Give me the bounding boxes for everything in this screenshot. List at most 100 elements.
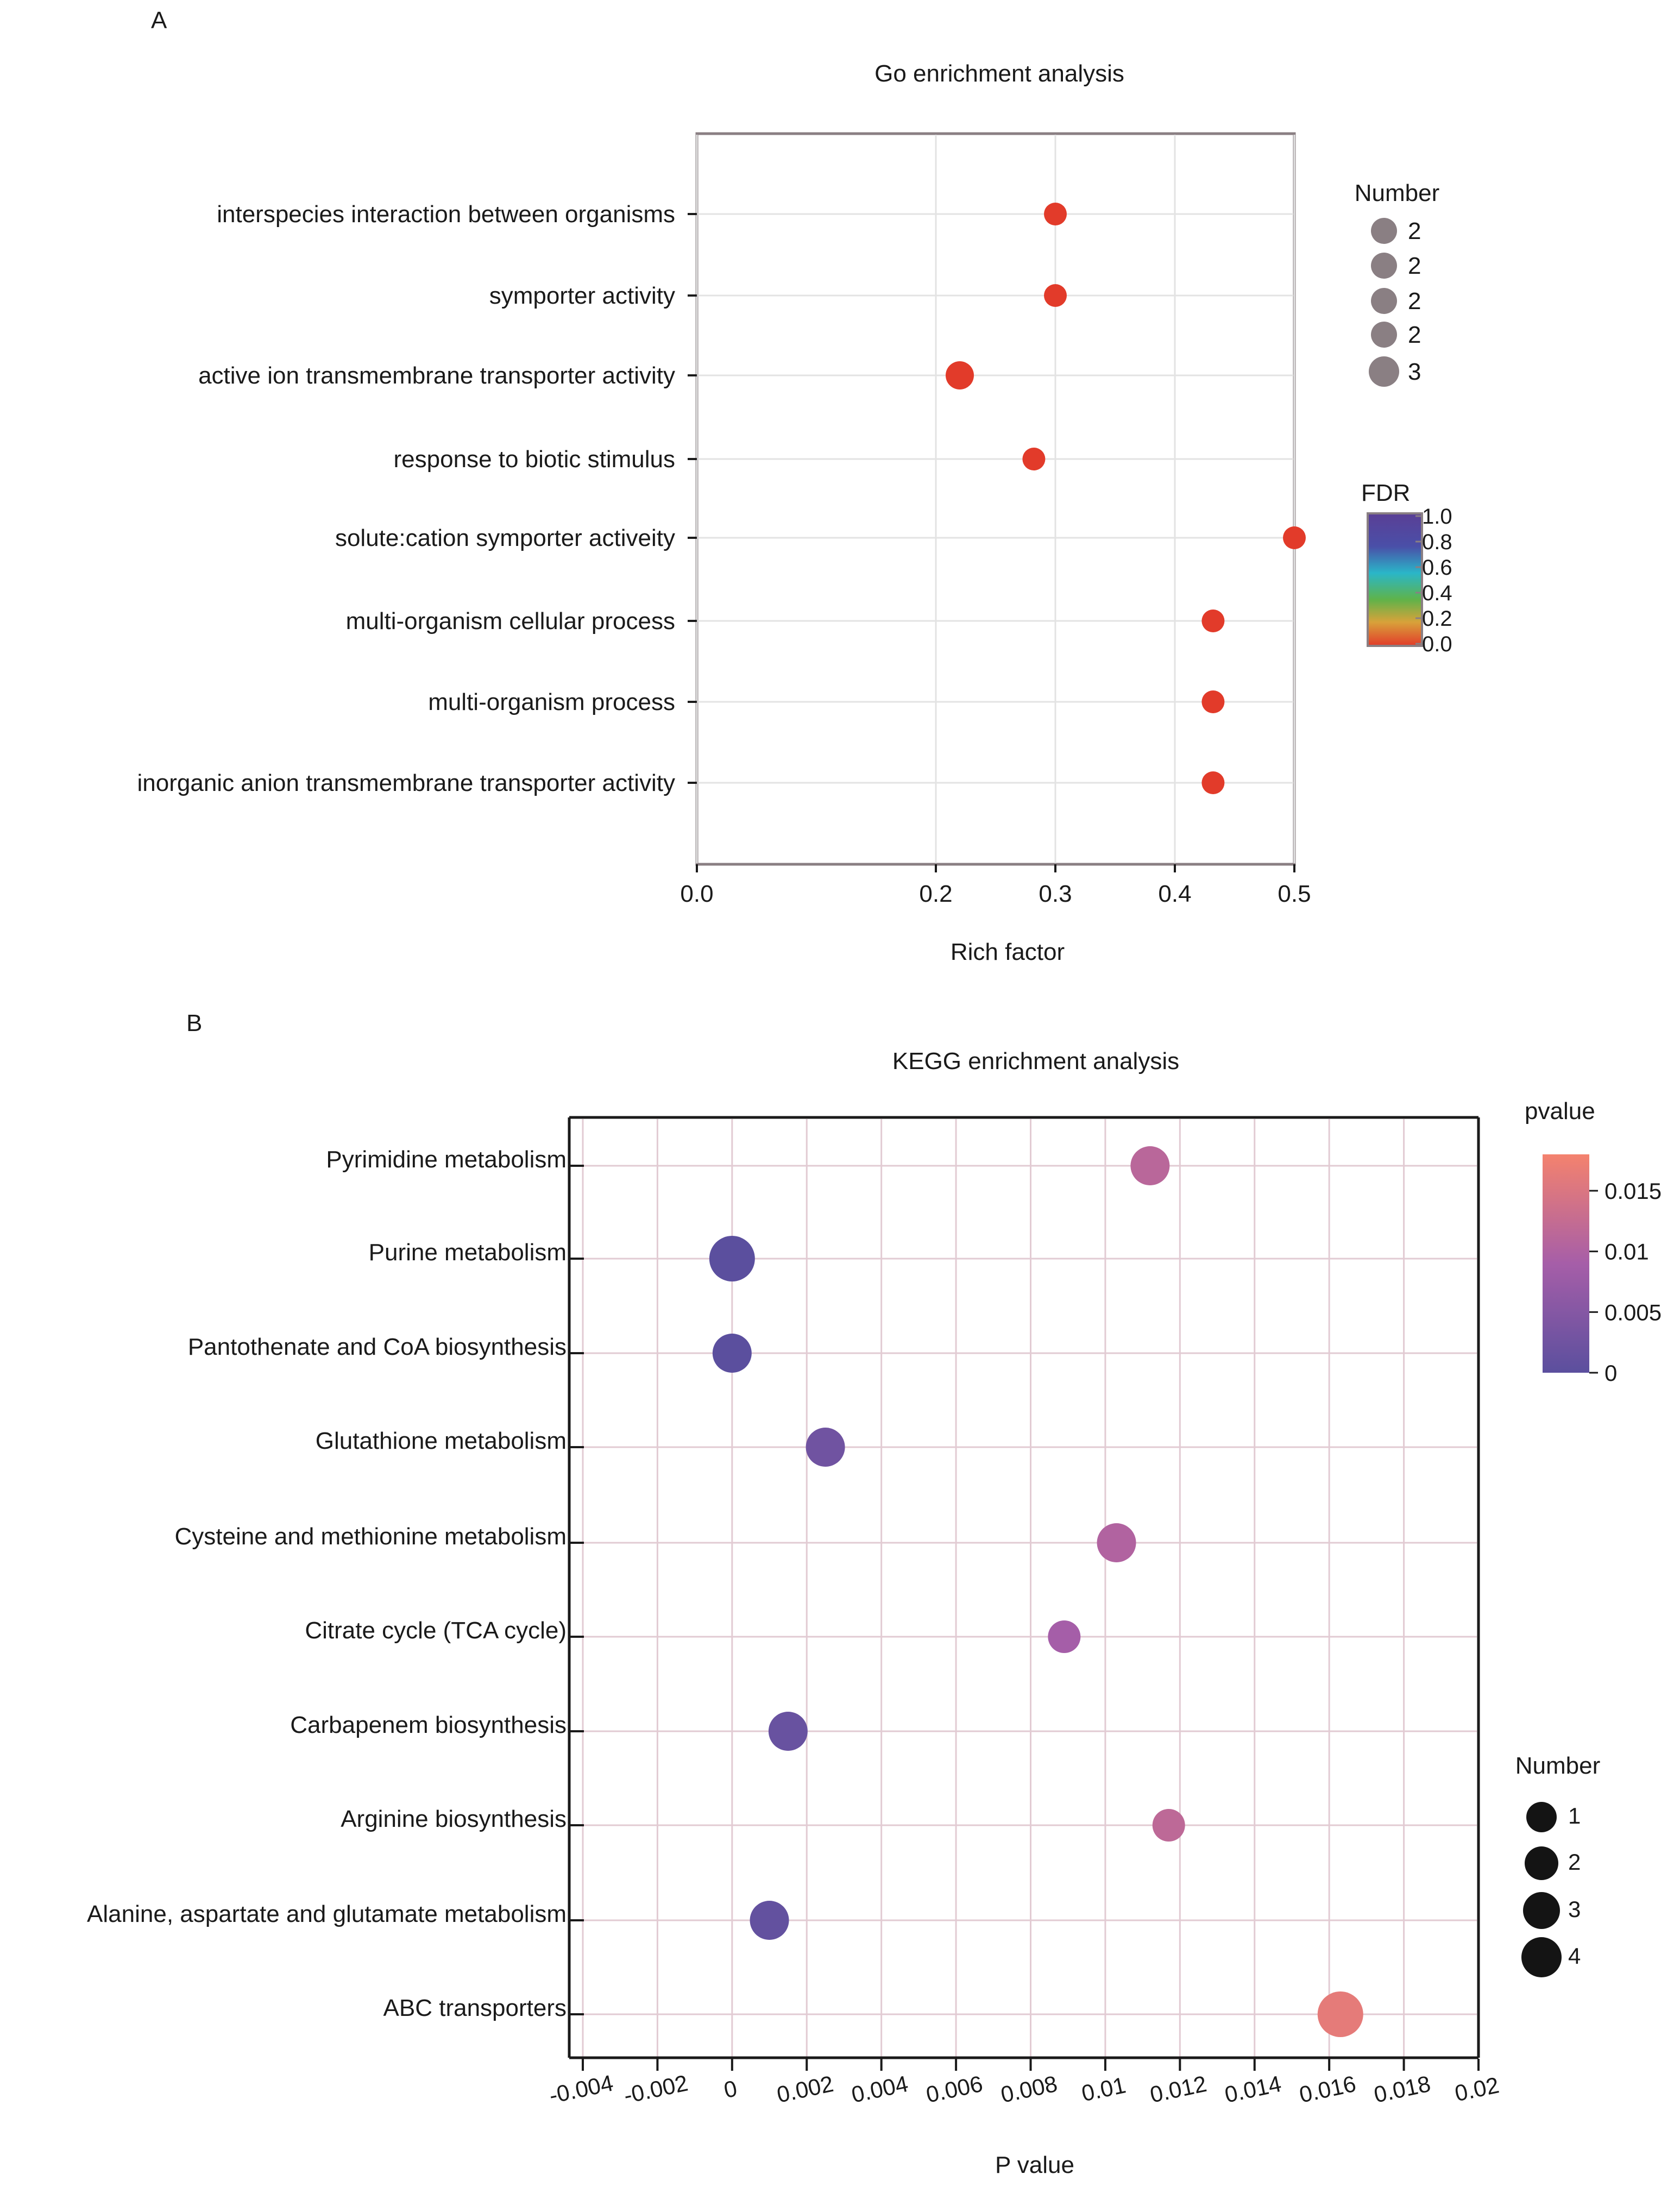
panel-a-category-label: active ion transmembrane transporter act… bbox=[198, 362, 675, 389]
panel-b-xlabel: P value bbox=[995, 2152, 1074, 2178]
panel-a-number-legend-dot bbox=[1371, 288, 1397, 314]
panel-a-number-legend: 2 2 2 2 3 bbox=[1369, 218, 1421, 387]
panel-b-point bbox=[806, 1428, 845, 1467]
panel-b-pvalue-tick-label: 0 bbox=[1605, 1360, 1617, 1386]
panel-b-point bbox=[1130, 1146, 1170, 1185]
panel-b-category-label: Glutathione metabolism bbox=[316, 1428, 567, 1454]
panel-b-pvalue-tick-label: 0.01 bbox=[1605, 1239, 1649, 1265]
panel-a-number-legend-dot bbox=[1371, 218, 1397, 244]
panel-a-x-tick-label: 0.4 bbox=[1158, 881, 1191, 907]
panel-b-category-label: Cysteine and methionine metabolism bbox=[175, 1523, 567, 1550]
panel-b-number-legend-label: 1 bbox=[1568, 1803, 1581, 1828]
panel-b-number-legend-dot bbox=[1526, 1802, 1557, 1832]
panel-b-number-legend-label: 2 bbox=[1568, 1849, 1581, 1875]
panel-b-category-label: Purine metabolism bbox=[369, 1239, 567, 1266]
panel-b-x-tick-label: 0.016 bbox=[1297, 2071, 1358, 2108]
panel-b-point bbox=[768, 1712, 808, 1751]
panel-b-x-tick-label: -0.004 bbox=[547, 2070, 615, 2108]
panel-a-fdr-tick-label: 0.4 bbox=[1422, 581, 1452, 605]
panel-a-point bbox=[1022, 448, 1046, 470]
panel-b-point bbox=[709, 1236, 755, 1281]
panel-b-point bbox=[1097, 1523, 1136, 1562]
panel-b-gridlines bbox=[571, 1119, 1480, 2057]
panel-a-point bbox=[1201, 771, 1225, 794]
panel-a-fdr-tick-label: 0.6 bbox=[1422, 556, 1452, 580]
panel-b-category-label: ABC transporters bbox=[383, 1995, 567, 2021]
panel-a-fdr-legend-title: FDR bbox=[1361, 480, 1410, 506]
panel-b: B KEGG enrichment analysis Pyrimidine me… bbox=[87, 1010, 1662, 2178]
panel-b-x-tick-label: 0.002 bbox=[775, 2071, 836, 2108]
panel-b-number-legend-label: 4 bbox=[1568, 1943, 1581, 1969]
panel-b-pvalue-tick-label: 0.005 bbox=[1605, 1299, 1662, 1325]
panel-b-number-legend-dot bbox=[1521, 1937, 1562, 1977]
panel-b-number-legend-dot bbox=[1523, 1892, 1560, 1929]
panel-a-number-legend-dot bbox=[1371, 322, 1397, 348]
panel-a-point bbox=[1044, 284, 1067, 307]
panel-b-category-label: Arginine biosynthesis bbox=[341, 1806, 567, 1832]
panel-a-points bbox=[946, 203, 1306, 794]
panel-a-number-legend-label: 2 bbox=[1408, 253, 1421, 279]
panel-a-number-legend-dot bbox=[1371, 253, 1397, 279]
panel-b-x-tick-label: -0.002 bbox=[621, 2070, 690, 2108]
panel-a-fdr-tick-label: 1.0 bbox=[1422, 505, 1452, 529]
panel-a-x-tick-label: 0.0 bbox=[680, 881, 713, 907]
panel-a-number-legend-label: 2 bbox=[1408, 288, 1421, 315]
panel-b-x-tick-label: 0.02 bbox=[1452, 2072, 1501, 2106]
panel-b-x-tick-label: 0.01 bbox=[1079, 2072, 1128, 2106]
panel-a-category-label: multi-organism process bbox=[428, 689, 675, 715]
panel-a-number-legend-dot bbox=[1369, 356, 1399, 387]
panel-b-label: B bbox=[186, 1010, 202, 1036]
panel-b-pvalue-tick-label: 0.015 bbox=[1605, 1178, 1662, 1204]
panel-a-x-tick-label: 0.5 bbox=[1278, 881, 1311, 907]
panel-a-xlabel: Rich factor bbox=[951, 939, 1065, 965]
panel-a-category-label: interspecies interaction between organis… bbox=[217, 201, 675, 228]
panel-a-category-labels: interspecies interaction between organis… bbox=[137, 201, 697, 796]
panel-b-number-legend: 1 2 3 4 bbox=[1521, 1802, 1581, 1977]
panel-b-pvalue-ticks: 0.015 0.01 0.005 0 bbox=[1589, 1178, 1662, 1386]
panel-a-x-ticks: 0.0 0.2 0.3 0.4 0.5 bbox=[680, 864, 1311, 907]
panel-b-number-legend-label: 3 bbox=[1568, 1896, 1581, 1922]
panel-b-x-ticks: -0.004 -0.002 0 0.002 0.004 0.006 0.008 0.01 0.0… bbox=[547, 2059, 1501, 2108]
panel-b-point bbox=[1317, 1991, 1363, 2037]
panel-b-pvalue-colorbar bbox=[1543, 1154, 1589, 1373]
panel-b-category-label: Pyrimidine metabolism bbox=[326, 1146, 567, 1173]
panel-a-point bbox=[1283, 526, 1306, 549]
panel-b-x-tick-label: 0.012 bbox=[1148, 2071, 1209, 2108]
panel-b-category-label: Carbapenem biosynthesis bbox=[290, 1712, 567, 1738]
panel-b-number-legend-dot bbox=[1525, 1846, 1558, 1880]
panel-b-point bbox=[712, 1334, 752, 1373]
panel-a-category-label: symporter activity bbox=[489, 282, 675, 309]
panel-b-x-tick-label: 0 bbox=[722, 2075, 740, 2103]
panel-a-x-tick-label: 0.3 bbox=[1039, 881, 1072, 907]
panel-b-category-labels: Pyrimidine metabolism Purine metabolism Pa… bbox=[87, 1146, 584, 2021]
panel-a-point bbox=[946, 361, 974, 389]
panel-b-points bbox=[709, 1146, 1363, 2037]
panel-a-point bbox=[1201, 609, 1225, 632]
panel-a-title: Go enrichment analysis bbox=[874, 60, 1124, 87]
panel-a-number-legend-label: 3 bbox=[1408, 359, 1421, 385]
panel-a-number-legend-label: 2 bbox=[1408, 322, 1421, 348]
panel-a-number-legend-label: 2 bbox=[1408, 218, 1421, 244]
panel-a-label: A bbox=[151, 7, 167, 34]
panel-b-x-tick-label: 0.006 bbox=[924, 2071, 985, 2108]
panel-a-number-legend-title: Number bbox=[1355, 180, 1440, 206]
panel-b-title: KEGG enrichment analysis bbox=[892, 1048, 1179, 1074]
panel-a-point bbox=[1044, 203, 1067, 225]
panel-a-fdr-colorbar bbox=[1367, 512, 1423, 647]
panel-b-x-tick-label: 0.008 bbox=[998, 2071, 1060, 2108]
panel-b-category-label: Pantothenate and CoA biosynthesis bbox=[188, 1334, 567, 1360]
panel-a-fdr-tick-label: 0.2 bbox=[1422, 607, 1452, 631]
panel-a-category-label: inorganic anion transmembrane transporte… bbox=[137, 770, 675, 796]
panel-b-category-label: Citrate cycle (TCA cycle) bbox=[305, 1617, 567, 1644]
panel-b-pvalue-legend-title: pvalue bbox=[1525, 1098, 1595, 1124]
panel-a-x-tick-label: 0.2 bbox=[919, 881, 952, 907]
panel-a-category-label: solute:cation symporter activeity bbox=[335, 525, 675, 551]
panel-b-x-tick-label: 0.018 bbox=[1371, 2071, 1433, 2108]
panel-b-x-tick-label: 0.014 bbox=[1222, 2071, 1283, 2108]
panel-a-category-label: multi-organism cellular process bbox=[346, 608, 675, 634]
panel-b-point bbox=[1152, 1809, 1185, 1842]
panel-a-fdr-tick-label: 0.0 bbox=[1422, 632, 1452, 656]
panel-b-number-legend-title: Number bbox=[1515, 1752, 1601, 1779]
panel-a-plot-frame bbox=[695, 132, 1296, 866]
